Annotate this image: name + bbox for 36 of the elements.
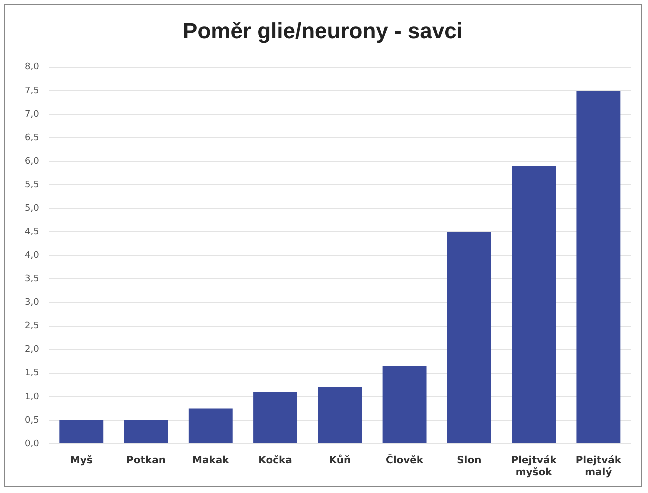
x-tick-label: Člověk [386, 454, 424, 467]
y-tick-label: 0,5 [24, 416, 40, 426]
bar [447, 232, 492, 444]
y-tick-label: 2,5 [24, 322, 40, 332]
x-tick-label: Kůň [329, 454, 352, 467]
y-tick-label: 6,0 [24, 156, 40, 167]
x-tick-label: Plejtvák malý [576, 456, 622, 479]
x-tick-label: Kočka [258, 456, 292, 467]
y-tick-label: 6,5 [24, 133, 40, 144]
y-tick-label: 4,0 [24, 251, 40, 262]
x-tick-label: Slon [457, 456, 482, 467]
bar [318, 388, 362, 444]
x-tick-label: Potkan [126, 456, 166, 467]
chart-title: Poměr glie/neurony - savci [183, 18, 463, 44]
y-tick-label: 5,0 [24, 204, 40, 214]
bar [60, 420, 104, 444]
x-tick-label: Myš [70, 456, 93, 467]
bar [188, 408, 233, 444]
y-tick-label: 3,5 [24, 274, 40, 285]
y-tick-label: 4,5 [24, 228, 40, 238]
x-tick-label: Plejtvák myšok [511, 456, 558, 479]
bar [254, 392, 298, 444]
y-tick-label: 1,5 [24, 368, 40, 379]
bar [124, 420, 168, 444]
y-tick-label: 0,0 [24, 439, 40, 450]
bar [576, 90, 621, 444]
y-tick-label: 7,0 [24, 110, 40, 120]
y-tick-label: 7,5 [24, 86, 40, 96]
y-tick-label: 3,0 [24, 298, 40, 308]
bar [512, 166, 556, 444]
y-tick-label: 2,0 [24, 345, 40, 356]
y-tick-label: 8,0 [24, 62, 40, 73]
y-tick-label: 1,0 [24, 392, 40, 402]
x-tick-label: Makak [192, 456, 230, 467]
bar [382, 366, 427, 444]
y-tick-label: 5,5 [24, 180, 40, 190]
